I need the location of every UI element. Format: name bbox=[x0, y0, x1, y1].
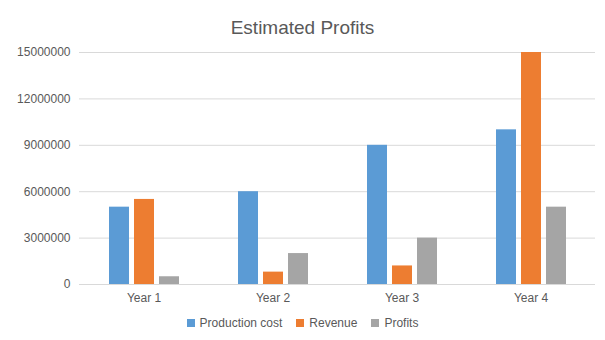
svg-text:3000000: 3000000 bbox=[24, 231, 71, 245]
html-text:Production cost: Production cost bbox=[199, 316, 283, 330]
svg-text:Year 4: Year 4 bbox=[514, 291, 549, 305]
svg-text:15000000: 15000000 bbox=[17, 45, 71, 59]
html-text:Estimated Profits: Estimated Profits bbox=[230, 17, 375, 38]
svg-text:Year 1: Year 1 bbox=[127, 291, 162, 305]
svg-text:0: 0 bbox=[64, 277, 71, 291]
svg-text:6000000: 6000000 bbox=[24, 185, 71, 199]
html-text:Profits: Profits bbox=[384, 316, 419, 330]
svg-text:12000000: 12000000 bbox=[17, 92, 71, 106]
svg-text:Year 2: Year 2 bbox=[256, 291, 291, 305]
svg-text:Year 3: Year 3 bbox=[385, 291, 420, 305]
svg-text:9000000: 9000000 bbox=[24, 138, 71, 152]
html-text:Revenue: Revenue bbox=[309, 316, 358, 330]
